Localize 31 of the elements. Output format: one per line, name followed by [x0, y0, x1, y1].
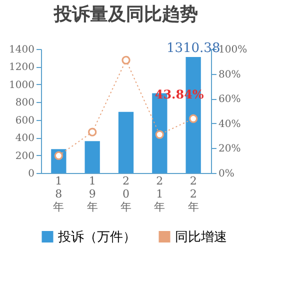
y-tick-label: 1400: [9, 44, 34, 56]
y-tick-label: 400: [15, 133, 34, 144]
y-tick-label: 0: [28, 168, 34, 180]
y2-tick-label: 80%: [218, 69, 241, 80]
legend-label: 同比增速: [175, 230, 227, 245]
point: [88, 128, 97, 136]
point: [122, 56, 130, 64]
x-tick-label: 22年: [188, 174, 199, 214]
y2-tick-label: 20%: [218, 144, 241, 155]
point: [155, 130, 164, 139]
y-tick-label: 600: [15, 115, 34, 126]
y-tick-label: 1200: [9, 62, 34, 74]
point: [188, 114, 198, 123]
y2-tick-label: 100%: [218, 44, 248, 56]
y-tick-label: 1000: [9, 80, 34, 91]
data-label: 43.84%: [154, 88, 204, 102]
x-tick-label: 19年: [86, 174, 98, 214]
y-tick-label: 800: [15, 98, 34, 109]
bar: [84, 141, 100, 173]
chart-title: 投诉量及同比趋势: [53, 4, 198, 25]
point: [54, 151, 64, 160]
y2-tick-label: 60%: [218, 94, 241, 106]
legend-label: 投诉（万件）: [57, 230, 136, 245]
x-tick-label: 20年: [120, 174, 132, 214]
y-tick-label: 200: [15, 150, 34, 162]
bar: [118, 112, 134, 173]
data-label: 1310.38: [166, 40, 220, 56]
y2-tick-label: 40%: [218, 118, 241, 130]
x-tick-label: 21年: [154, 174, 166, 214]
x-tick-label: 18年: [53, 174, 64, 214]
y2-tick-label: 0%: [218, 168, 234, 180]
